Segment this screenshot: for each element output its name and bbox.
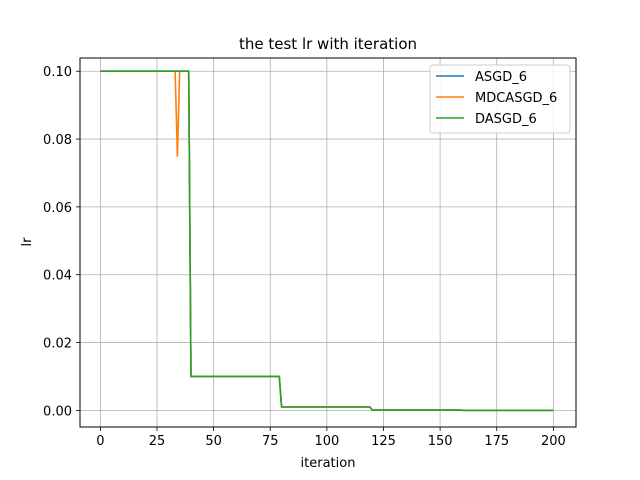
series-lines bbox=[100, 70, 554, 412]
plot-frame bbox=[79, 57, 577, 428]
y-axis-title: lr bbox=[20, 237, 35, 247]
x-tick-label: 200 bbox=[541, 434, 566, 449]
y-tick-label: 0.06 bbox=[43, 201, 72, 216]
ticks: 0 25 50 75 100 125 150 175 200 0.00 0.02 0.04 0.06 0.… bbox=[43, 65, 566, 449]
x-tick-label: 0 bbox=[96, 434, 104, 449]
y-tick-label: 0.00 bbox=[43, 404, 72, 419]
y-tick-label: 0.02 bbox=[43, 337, 72, 352]
y-tick-label: 0.10 bbox=[43, 65, 72, 80]
legend-box bbox=[429, 64, 571, 134]
legend-label: ASGD_6 bbox=[475, 70, 527, 85]
x-tick-label: 150 bbox=[428, 434, 453, 449]
y-tick-label: 0.08 bbox=[43, 133, 72, 148]
legend-label: DASGD_6 bbox=[475, 112, 537, 127]
series-line-dasgd_6 bbox=[100, 70, 554, 412]
x-tick-label: 100 bbox=[314, 434, 339, 449]
x-tick-label: 50 bbox=[205, 434, 222, 449]
x-tick-label: 25 bbox=[149, 434, 166, 449]
x-tick-label: 175 bbox=[484, 434, 509, 449]
x-tick-label: 75 bbox=[262, 434, 279, 449]
chart-title: the test lr with iteration bbox=[239, 35, 417, 53]
x-axis-title: iteration bbox=[301, 456, 356, 471]
legend: ASGD_6 MDCASGD_6 DASGD_6 bbox=[429, 64, 571, 134]
legend-label: MDCASGD_6 bbox=[475, 91, 557, 106]
y-tick-label: 0.04 bbox=[43, 269, 72, 284]
x-tick-label: 125 bbox=[371, 434, 396, 449]
